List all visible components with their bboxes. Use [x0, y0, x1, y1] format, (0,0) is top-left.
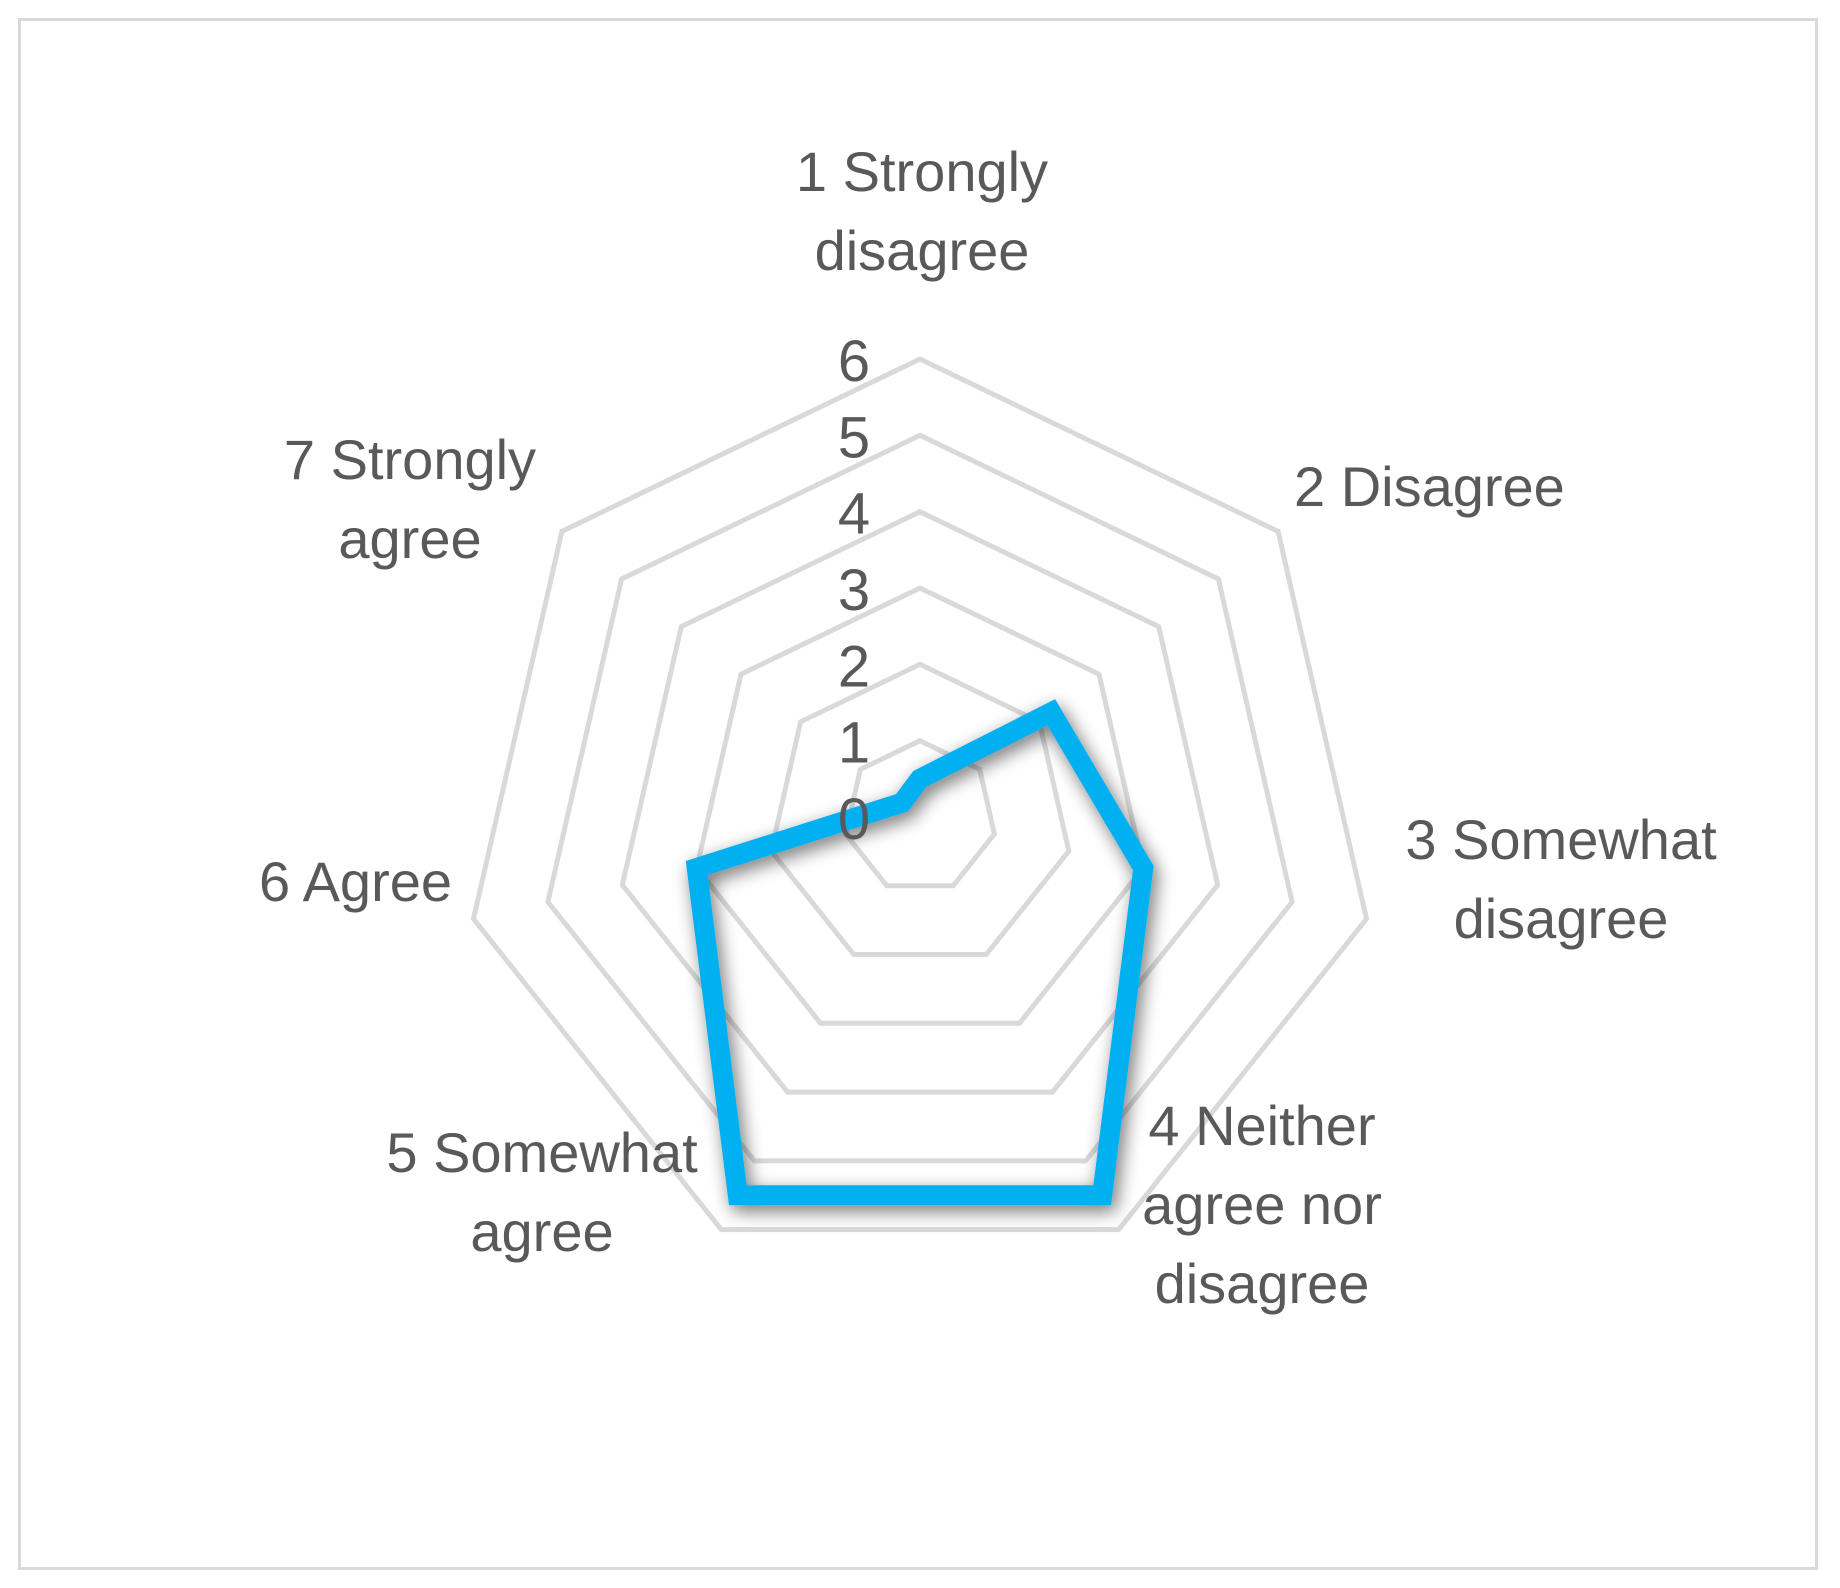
category-label-7: 7 Strongly agree: [284, 428, 536, 570]
data-point-5: [736, 1194, 739, 1197]
tick-label-4: 4: [838, 482, 870, 547]
tick-label-3: 3: [838, 558, 870, 623]
category-label-2: 2 Disagree: [1294, 455, 1565, 518]
radial-tick-labels: 0 1 2 3 4 5 6: [838, 329, 870, 852]
data-point-2: [1050, 711, 1053, 714]
category-label-3: 3 Somewhat disagree: [1405, 808, 1717, 950]
data-point-7: [901, 801, 904, 804]
radar-grid: [470, 356, 1370, 1233]
grid-ring-2: [768, 661, 1072, 957]
category-label-4: 4 Neither agree nor disagree: [1142, 1094, 1382, 1315]
category-label-6: 6 Agree: [259, 850, 452, 913]
data-point-3: [1142, 867, 1145, 869]
tick-label-1: 1: [838, 711, 870, 776]
category-labels: 1 Strongly disagree 2 Disagree 3 Somewhat di…: [259, 140, 1717, 1315]
radar-series: [685, 699, 1154, 1206]
series-line-0: [685, 699, 1154, 1206]
category-label-1: 1 Strongly disagree: [796, 140, 1048, 282]
data-point-1: [919, 777, 921, 780]
chart-frame: 0 1 2 3 4 5 6 1 Strongly disagree 2 Disagree 3 So…: [18, 18, 1818, 1570]
tick-label-6: 6: [838, 329, 870, 394]
category-label-5: 5 Somewhat agree: [386, 1121, 698, 1263]
tick-label-5: 5: [838, 405, 870, 470]
tick-label-0: 0: [838, 787, 870, 852]
data-point-6: [695, 867, 698, 869]
grid-ring-5: [545, 432, 1295, 1164]
radar-chart: 0 1 2 3 4 5 6 1 Strongly disagree 2 Disagree 3 So…: [259, 140, 1717, 1315]
grid-ring-1: [842, 737, 998, 889]
data-point-4: [1101, 1194, 1104, 1197]
tick-label-2: 2: [838, 634, 870, 699]
grid-ring-4: [619, 508, 1221, 1095]
grid-ring-6: [470, 356, 1370, 1233]
grid-ring-3: [693, 585, 1147, 1026]
